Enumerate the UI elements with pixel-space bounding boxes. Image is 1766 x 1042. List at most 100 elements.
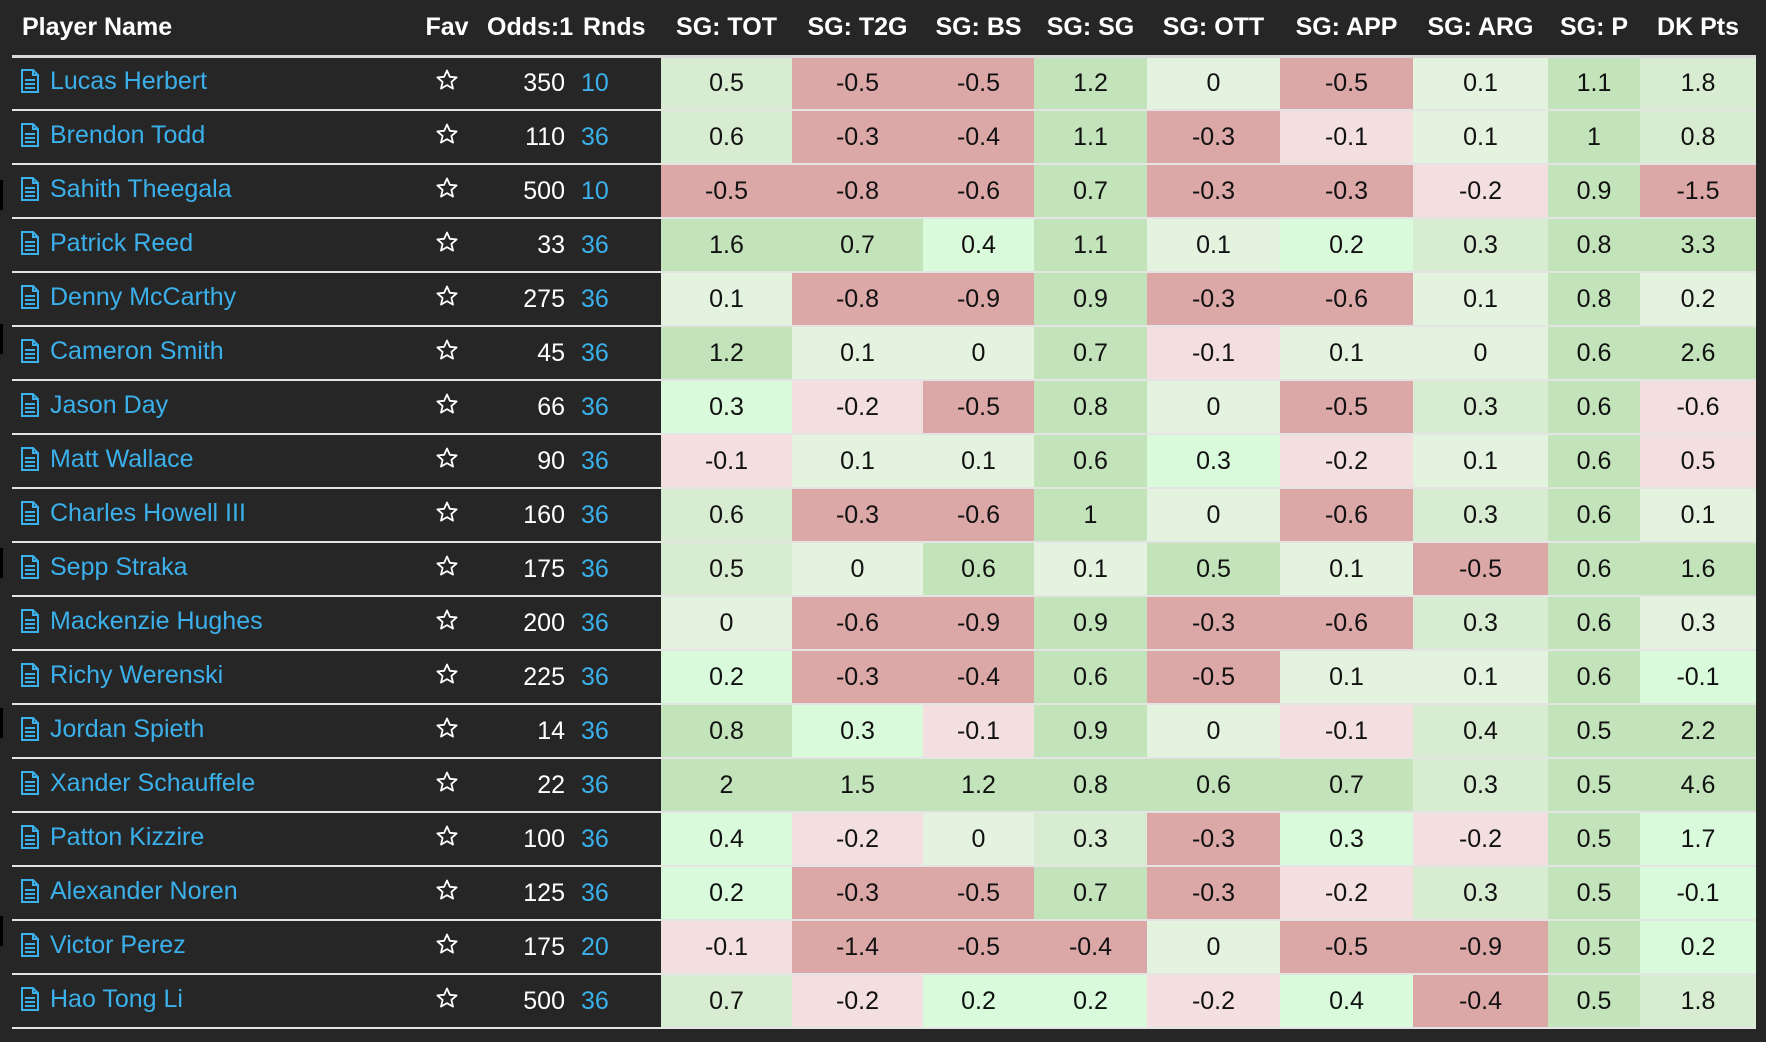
player-name-link[interactable]: Jordan Spieth (50, 714, 205, 743)
star-outline-icon[interactable] (435, 393, 459, 422)
document-icon[interactable] (20, 824, 40, 856)
document-icon[interactable] (20, 986, 40, 1018)
fav-cell[interactable] (413, 326, 481, 381)
rounds-link[interactable]: 36 (581, 596, 661, 651)
player-name-cell[interactable]: Mackenzie Hughes (12, 596, 413, 651)
player-name-link[interactable]: Cameron Smith (50, 336, 224, 365)
document-icon[interactable] (20, 608, 40, 640)
player-name-link[interactable]: Matt Wallace (50, 444, 194, 473)
star-outline-icon[interactable] (435, 771, 459, 800)
player-name-cell[interactable]: Hao Tong Li (12, 974, 413, 1029)
rounds-link[interactable]: 36 (581, 434, 661, 489)
rounds-link[interactable]: 36 (581, 758, 661, 813)
player-name-link[interactable]: Sepp Straka (50, 552, 188, 581)
fav-cell[interactable] (413, 110, 481, 165)
rounds-link[interactable]: 10 (581, 164, 661, 219)
player-name-cell[interactable]: Patrick Reed (12, 218, 413, 273)
fav-cell[interactable] (413, 272, 481, 327)
player-name-link[interactable]: Brendon Todd (50, 120, 206, 149)
player-name-cell[interactable]: Jordan Spieth (12, 704, 413, 759)
rounds-link[interactable]: 20 (581, 920, 661, 975)
player-name-cell[interactable]: Sepp Straka (12, 542, 413, 597)
player-name-cell[interactable]: Alexander Noren (12, 866, 413, 921)
document-icon[interactable] (20, 176, 40, 208)
star-outline-icon[interactable] (435, 447, 459, 476)
player-name-link[interactable]: Hao Tong Li (50, 984, 183, 1013)
star-outline-icon[interactable] (435, 177, 459, 206)
document-icon[interactable] (20, 554, 40, 586)
player-name-link[interactable]: Alexander Noren (50, 876, 238, 905)
column-header-odds[interactable]: Odds:1 (481, 0, 581, 58)
fav-cell[interactable] (413, 758, 481, 813)
player-name-cell[interactable]: Xander Schauffele (12, 758, 413, 813)
star-outline-icon[interactable] (435, 663, 459, 692)
rounds-link[interactable]: 36 (581, 812, 661, 867)
star-outline-icon[interactable] (435, 987, 459, 1016)
fav-cell[interactable] (413, 974, 481, 1029)
document-icon[interactable] (20, 284, 40, 316)
document-icon[interactable] (20, 392, 40, 424)
player-name-cell[interactable]: Patton Kizzire (12, 812, 413, 867)
star-outline-icon[interactable] (435, 339, 459, 368)
fav-cell[interactable] (413, 596, 481, 651)
player-name-cell[interactable]: Cameron Smith (12, 326, 413, 381)
player-name-link[interactable]: Lucas Herbert (50, 66, 208, 95)
player-name-link[interactable]: Patrick Reed (50, 228, 194, 257)
rounds-link[interactable]: 36 (581, 272, 661, 327)
document-icon[interactable] (20, 68, 40, 100)
document-icon[interactable] (20, 770, 40, 802)
document-icon[interactable] (20, 230, 40, 262)
player-name-link[interactable]: Xander Schauffele (50, 768, 256, 797)
column-header-sg-t2g[interactable]: SG: T2G (792, 0, 923, 58)
star-outline-icon[interactable] (435, 231, 459, 260)
column-header-sg-tot[interactable]: SG: TOT (661, 0, 792, 58)
column-header-sg-bs[interactable]: SG: BS (923, 0, 1034, 58)
player-name-cell[interactable]: Richy Werenski (12, 650, 413, 705)
rounds-link[interactable]: 36 (581, 542, 661, 597)
column-header-sg-sg[interactable]: SG: SG (1034, 0, 1147, 58)
document-icon[interactable] (20, 932, 40, 964)
fav-cell[interactable] (413, 434, 481, 489)
star-outline-icon[interactable] (435, 501, 459, 530)
player-name-link[interactable]: Richy Werenski (50, 660, 224, 689)
star-outline-icon[interactable] (435, 879, 459, 908)
column-header-fav[interactable]: Fav (413, 0, 481, 58)
fav-cell[interactable] (413, 812, 481, 867)
rounds-link[interactable]: 36 (581, 866, 661, 921)
star-outline-icon[interactable] (435, 933, 459, 962)
column-header-sg-arg[interactable]: SG: ARG (1413, 0, 1548, 58)
rounds-link[interactable]: 36 (581, 380, 661, 435)
column-header-sg-ott[interactable]: SG: OTT (1147, 0, 1280, 58)
player-name-cell[interactable]: Sahith Theegala (12, 164, 413, 219)
document-icon[interactable] (20, 716, 40, 748)
star-outline-icon[interactable] (435, 555, 459, 584)
rounds-link[interactable]: 36 (581, 326, 661, 381)
star-outline-icon[interactable] (435, 123, 459, 152)
fav-cell[interactable] (413, 704, 481, 759)
star-outline-icon[interactable] (435, 69, 459, 98)
star-outline-icon[interactable] (435, 825, 459, 854)
column-header-player-name[interactable]: Player Name (12, 0, 413, 58)
player-name-cell[interactable]: Victor Perez (12, 920, 413, 975)
player-name-link[interactable]: Jason Day (50, 390, 169, 419)
player-name-cell[interactable]: Charles Howell III (12, 488, 413, 543)
star-outline-icon[interactable] (435, 717, 459, 746)
star-outline-icon[interactable] (435, 609, 459, 638)
fav-cell[interactable] (413, 164, 481, 219)
player-name-cell[interactable]: Lucas Herbert (12, 56, 413, 111)
fav-cell[interactable] (413, 218, 481, 273)
star-outline-icon[interactable] (435, 285, 459, 314)
rounds-link[interactable]: 36 (581, 488, 661, 543)
player-name-cell[interactable]: Jason Day (12, 380, 413, 435)
player-name-link[interactable]: Sahith Theegala (50, 174, 232, 203)
rounds-link[interactable]: 36 (581, 218, 661, 273)
fav-cell[interactable] (413, 488, 481, 543)
column-header-sg-p[interactable]: SG: P (1548, 0, 1640, 58)
fav-cell[interactable] (413, 56, 481, 111)
fav-cell[interactable] (413, 542, 481, 597)
rounds-link[interactable]: 36 (581, 974, 661, 1029)
document-icon[interactable] (20, 662, 40, 694)
rounds-link[interactable]: 36 (581, 110, 661, 165)
player-name-link[interactable]: Mackenzie Hughes (50, 606, 263, 635)
column-header-rounds[interactable]: Rnds (581, 0, 661, 58)
